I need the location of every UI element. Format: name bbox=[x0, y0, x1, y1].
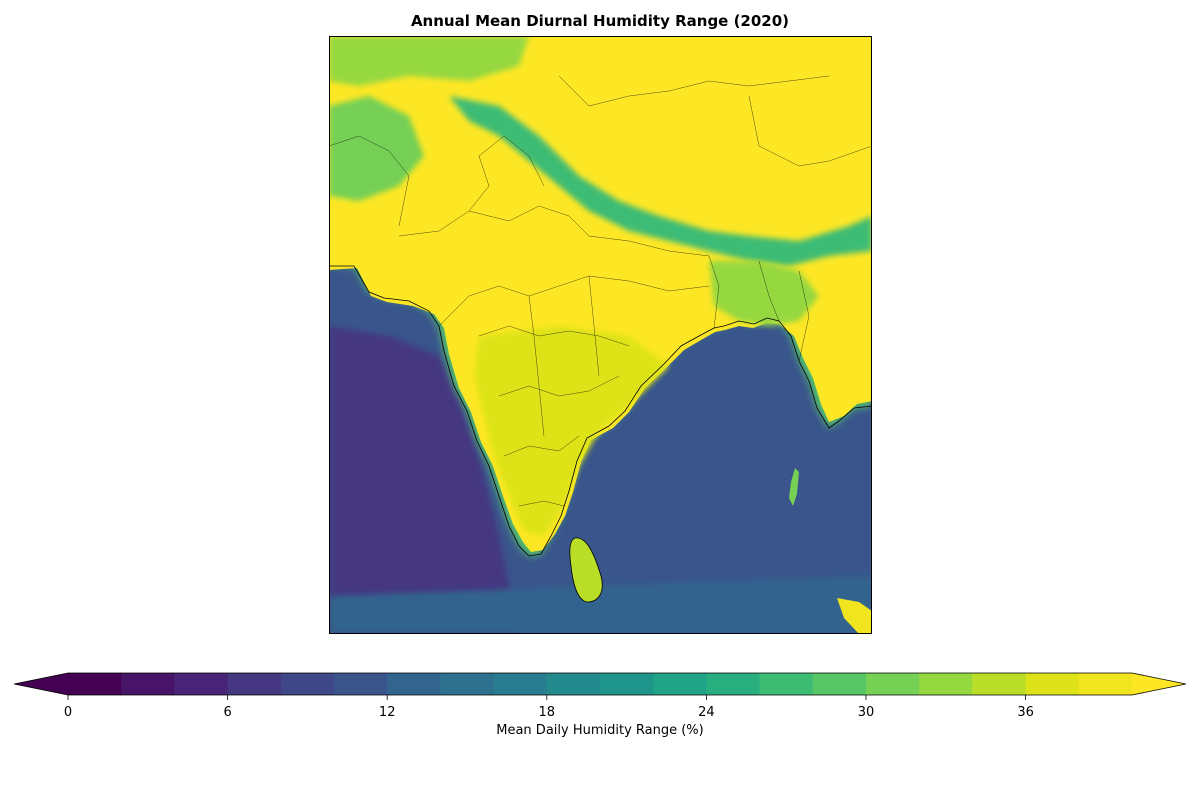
colorbar-extend-high bbox=[1132, 673, 1186, 695]
himalaya-region bbox=[449, 96, 872, 266]
colorbar-swatch bbox=[174, 673, 229, 695]
colorbar-swatch bbox=[866, 673, 920, 695]
colorbar: 0 6 12 18 24 30 36 bbox=[14, 671, 1186, 751]
coastline bbox=[329, 265, 872, 557]
central-asia-region bbox=[329, 36, 529, 86]
colorbar-canvas: 0 6 12 18 24 30 36 bbox=[14, 672, 1186, 720]
deccan-plateau-region bbox=[474, 326, 669, 536]
colorbar-tick-label: 18 bbox=[539, 705, 556, 720]
colorbar-swatch bbox=[334, 673, 388, 695]
colorbar-tick-label: 36 bbox=[1017, 705, 1034, 720]
colorbar-swatch bbox=[280, 673, 335, 695]
sumatra-region bbox=[837, 598, 872, 634]
colorbar-swatch bbox=[387, 673, 441, 695]
map-panel bbox=[329, 36, 872, 634]
tibetan-plateau-region bbox=[549, 66, 872, 226]
colorbar-swatch bbox=[227, 673, 282, 695]
bangladesh-region bbox=[709, 261, 819, 326]
sri-lanka-coastline bbox=[569, 537, 603, 603]
colorbar-swatch bbox=[600, 673, 654, 695]
colorbar-swatch bbox=[972, 673, 1027, 695]
colorbar-swatch bbox=[653, 673, 707, 695]
map-frame-border bbox=[329, 36, 872, 634]
andaman-islands bbox=[789, 468, 799, 506]
colorbar-swatch bbox=[121, 673, 175, 695]
colorbar-tick-label: 6 bbox=[223, 705, 231, 720]
colorbar-ticks: 0 6 12 18 24 30 36 bbox=[64, 695, 1034, 720]
sri-lanka-region bbox=[569, 537, 603, 602]
colorbar-swatch bbox=[759, 673, 814, 695]
colorbar-tick-label: 30 bbox=[858, 705, 875, 720]
colorbar-swatch bbox=[706, 673, 761, 695]
colorbar-swatch bbox=[440, 673, 495, 695]
indian-ocean-region bbox=[329, 576, 872, 634]
colorbar-swatch bbox=[546, 673, 601, 695]
colorbar-tick-label: 12 bbox=[379, 705, 396, 720]
colorbar-extend-low bbox=[14, 673, 68, 695]
map-canvas bbox=[329, 36, 872, 634]
colorbar-swatch bbox=[68, 673, 122, 695]
colorbar-label: Mean Daily Humidity Range (%) bbox=[496, 723, 704, 738]
colorbar-swatches bbox=[14, 672, 1186, 696]
colorbar-swatch bbox=[812, 673, 867, 695]
colorbar-swatch bbox=[1025, 673, 1080, 695]
chart-title: Annual Mean Diurnal Humidity Range (2020… bbox=[410, 12, 790, 30]
colorbar-tick-label: 24 bbox=[698, 705, 715, 720]
colorbar-swatch bbox=[1078, 673, 1133, 695]
afghanistan-region bbox=[329, 96, 424, 201]
colorbar-swatch bbox=[919, 673, 973, 695]
admin-borders bbox=[329, 75, 872, 507]
colorbar-tick-label: 0 bbox=[64, 705, 72, 720]
colorbar-swatch bbox=[493, 673, 548, 695]
arabian-sea-region bbox=[329, 326, 519, 634]
